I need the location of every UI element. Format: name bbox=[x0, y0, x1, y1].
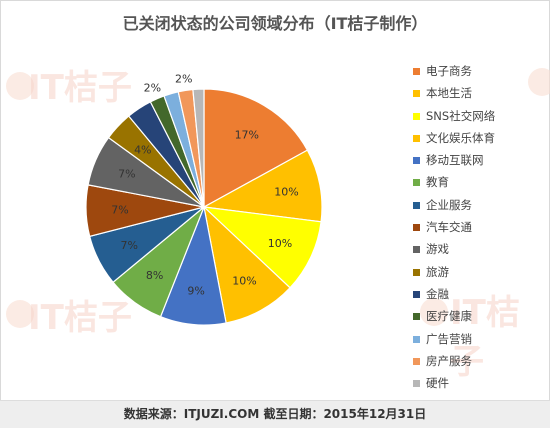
legend-swatch bbox=[413, 201, 420, 209]
pie-slice-label: 10% bbox=[268, 237, 292, 250]
legend-swatch bbox=[413, 335, 420, 343]
legend-label: 旅游 bbox=[426, 264, 449, 279]
legend-label: 游戏 bbox=[426, 242, 449, 257]
legend-label: 硬件 bbox=[426, 376, 449, 391]
legend-label: 电子商务 bbox=[426, 64, 472, 78]
legend-swatch bbox=[413, 112, 420, 120]
watermark-circle-icon bbox=[6, 300, 34, 328]
chart-title: 已关闭状态的公司领域分布（IT桔子制作） bbox=[122, 14, 428, 33]
pie-slice-label: 2% bbox=[144, 82, 161, 95]
legend-swatch bbox=[413, 268, 420, 276]
legend-item: 移动互联网 bbox=[413, 153, 543, 175]
legend-swatch bbox=[413, 246, 420, 254]
watermark-circle-icon bbox=[420, 298, 448, 326]
legend-swatch bbox=[413, 380, 420, 388]
watermark-circle-icon bbox=[528, 68, 550, 96]
legend-label: 文化娱乐体育 bbox=[426, 130, 495, 145]
pie-slice-label: 9% bbox=[187, 285, 204, 298]
pie-slice-label: 8% bbox=[146, 269, 163, 282]
legend-label: 本地生活 bbox=[426, 86, 472, 101]
legend-label: 广告营销 bbox=[426, 331, 472, 346]
data-source-footer: 数据来源：ITJUZI.COM 截至日期：2015年12月31日 bbox=[0, 400, 550, 428]
legend-swatch bbox=[413, 90, 420, 98]
legend-item: 硬件 bbox=[413, 376, 543, 398]
legend-item: 广告营销 bbox=[413, 332, 543, 354]
legend-item: 电子商务 bbox=[413, 64, 543, 86]
legend-item: 本地生活 bbox=[413, 86, 543, 108]
legend-item: 教育 bbox=[413, 175, 543, 197]
legend-swatch bbox=[413, 157, 420, 165]
legend-label: SNS社交网络 bbox=[426, 108, 496, 123]
legend-item: 文化娱乐体育 bbox=[413, 131, 543, 153]
legend-item: 游戏 bbox=[413, 242, 543, 264]
watermark-bottom-left: IT桔子 bbox=[28, 298, 132, 338]
pie-slice bbox=[203, 88, 309, 209]
pie-slice-label: 2% bbox=[175, 73, 192, 86]
pie-slice-label: 7% bbox=[118, 168, 135, 181]
legend-label: 移动互联网 bbox=[426, 153, 484, 168]
legend-swatch bbox=[413, 290, 420, 298]
legend-item: SNS社交网络 bbox=[413, 109, 543, 131]
legend-swatch bbox=[413, 313, 420, 321]
watermark-bottom-right: IT桔子 bbox=[450, 293, 520, 382]
pie-slice-label: 7% bbox=[111, 204, 128, 217]
legend-label: 医疗健康 bbox=[426, 309, 472, 324]
legend-item: 房产服务 bbox=[413, 354, 543, 376]
legend-swatch bbox=[413, 357, 420, 365]
legend-swatch bbox=[413, 68, 420, 75]
pie-slice-label: 10% bbox=[232, 275, 256, 288]
legend-item: 金融 bbox=[413, 287, 543, 309]
pie-chart: 17% 10% 10% 10% 9% 8% 7% 7% 7% 4% 2% 2% bbox=[85, 73, 323, 326]
legend-item: 汽车交通 bbox=[413, 220, 543, 242]
legend-label: 企业服务 bbox=[426, 197, 472, 212]
legend-item: 医疗健康 bbox=[413, 309, 543, 331]
watermark-circle-icon bbox=[6, 72, 34, 100]
pie-slice bbox=[203, 205, 291, 324]
chart-legend: 电子商务本地生活 SNS社交网络 文化娱乐体育 移动互联网教育企业服务汽车交通游戏旅游… bbox=[413, 64, 543, 398]
legend-label: 教育 bbox=[426, 175, 449, 190]
pie-slice bbox=[202, 149, 323, 223]
legend-label: 金融 bbox=[426, 286, 449, 301]
legend-item: 企业服务 bbox=[413, 198, 543, 220]
legend-swatch bbox=[413, 224, 420, 232]
pie-slice bbox=[202, 206, 322, 289]
legend-label: 汽车交通 bbox=[426, 220, 472, 235]
legend-item: 旅游 bbox=[413, 265, 543, 287]
pie-slice-label: 17% bbox=[235, 129, 259, 142]
pie-slice bbox=[192, 88, 205, 208]
pie-slice-label: 7% bbox=[120, 239, 137, 252]
watermark-top-left: IT桔子 bbox=[28, 68, 132, 108]
legend-label: 房产服务 bbox=[426, 353, 472, 368]
legend-swatch bbox=[413, 134, 420, 142]
pie-slice-label: 4% bbox=[134, 144, 151, 157]
pie-slice-label: 10% bbox=[274, 185, 298, 198]
legend-swatch bbox=[413, 179, 420, 187]
